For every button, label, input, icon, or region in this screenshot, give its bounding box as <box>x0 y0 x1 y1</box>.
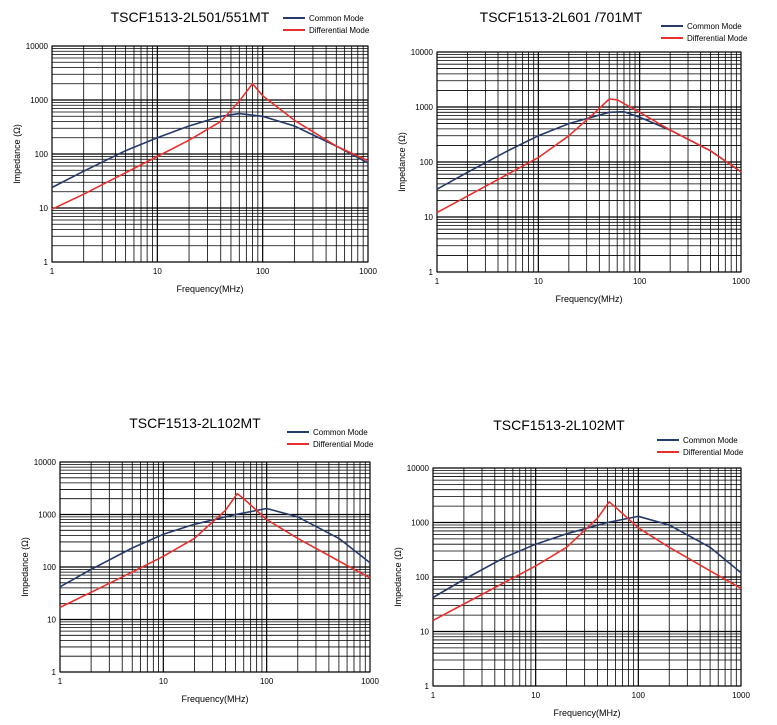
grid <box>436 51 742 273</box>
grid <box>51 45 369 263</box>
y-tick-label: 100 <box>416 573 430 582</box>
x-axis-label: Frequency(MHz) <box>555 294 622 304</box>
legend-label: Common Mode <box>313 428 368 437</box>
y-tick-label: 1000 <box>38 511 56 520</box>
y-tick-label: 10000 <box>411 48 434 57</box>
x-axis-label: Frequency(MHz) <box>176 284 243 294</box>
legend-label: Differential Mode <box>313 440 374 449</box>
legend-label: Common Mode <box>683 436 738 445</box>
legend-label: Common Mode <box>309 14 364 23</box>
series-line <box>59 492 371 609</box>
x-tick-label: 10 <box>534 277 543 286</box>
chart-panel-4: TSCF1513-2L102MT 1 10 100 1000 1 10 100 1000 1000… <box>389 400 777 720</box>
x-tick-label: 1 <box>431 691 436 700</box>
x-tick-label: 1000 <box>732 691 750 700</box>
y-axis-label: Impedance (Ω) <box>397 132 407 192</box>
x-axis-label: Frequency(MHz) <box>181 694 248 704</box>
x-tick-label: 10 <box>531 691 540 700</box>
y-tick-label: 1 <box>52 668 57 677</box>
y-tick-label: 100 <box>420 158 434 167</box>
chart-title: TSCF1513-2L102MT <box>129 415 261 431</box>
chart-title: TSCF1513-2L102MT <box>493 417 625 433</box>
x-tick-label: 1000 <box>732 277 750 286</box>
x-axis-label: Frequency(MHz) <box>553 708 620 718</box>
series-line <box>51 82 369 210</box>
x-tick-label: 1 <box>58 677 63 686</box>
legend-label: Differential Mode <box>687 34 748 43</box>
chart-panel-2: TSCF1513-2L601 /701MT 1 10 100 1000 1 10 100 100… <box>389 0 777 320</box>
y-tick-label: 10 <box>424 213 433 222</box>
y-tick-label: 1000 <box>30 96 48 105</box>
series-line <box>432 501 742 622</box>
chart-1: TSCF1513-2L501/551MT 1 10 100 1000 1 10 100 1000… <box>12 9 377 294</box>
y-tick-label: 1000 <box>411 519 429 528</box>
x-tick-label: 100 <box>633 277 647 286</box>
y-axis-label: Impedance (Ω) <box>20 537 30 597</box>
x-tick-label: 100 <box>260 677 274 686</box>
grid <box>432 467 742 687</box>
x-tick-label: 1000 <box>361 677 379 686</box>
x-tick-label: 100 <box>256 267 270 276</box>
y-tick-label: 10 <box>47 616 56 625</box>
y-tick-label: 10000 <box>407 464 430 473</box>
y-tick-label: 10000 <box>34 458 57 467</box>
legend-label: Common Mode <box>687 22 742 31</box>
legend-label: Differential Mode <box>683 448 744 457</box>
chart-title: TSCF1513-2L601 /701MT <box>480 9 643 25</box>
y-tick-label: 100 <box>35 150 49 159</box>
y-tick-label: 10 <box>39 204 48 213</box>
chart-3: TSCF1513-2L102MT 1 10 100 1000 1 10 100 1000 1000… <box>20 415 379 704</box>
x-tick-label: 10 <box>153 267 162 276</box>
chart-2: TSCF1513-2L601 /701MT 1 10 100 1000 1 10 100 100… <box>397 9 750 304</box>
x-tick-label: 1 <box>435 277 440 286</box>
x-tick-label: 10 <box>159 677 168 686</box>
y-tick-label: 10 <box>420 628 429 637</box>
y-tick-label: 100 <box>43 563 57 572</box>
chart-panel-3: TSCF1513-2L102MT 1 10 100 1000 1 10 100 1000 1000… <box>0 400 388 720</box>
chart-title: TSCF1513-2L501/551MT <box>111 9 270 25</box>
chart-4: TSCF1513-2L102MT 1 10 100 1000 1 10 100 1000 1000… <box>393 417 750 718</box>
y-tick-label: 1000 <box>415 103 433 112</box>
x-tick-label: 1 <box>50 267 55 276</box>
series-line <box>51 112 369 189</box>
y-tick-label: 1 <box>425 682 430 691</box>
chart-panel-1: TSCF1513-2L501/551MT 1 10 100 1000 1 10 100 1000… <box>0 0 388 320</box>
y-axis-label: Impedance (Ω) <box>393 547 403 607</box>
legend-label: Differential Mode <box>309 26 370 35</box>
y-tick-label: 1 <box>44 258 49 267</box>
x-tick-label: 100 <box>632 691 646 700</box>
y-tick-label: 1 <box>429 268 434 277</box>
x-tick-label: 1000 <box>359 267 377 276</box>
y-axis-label: Impedance (Ω) <box>12 124 22 184</box>
y-tick-label: 10000 <box>26 42 49 51</box>
series-line <box>436 98 742 214</box>
